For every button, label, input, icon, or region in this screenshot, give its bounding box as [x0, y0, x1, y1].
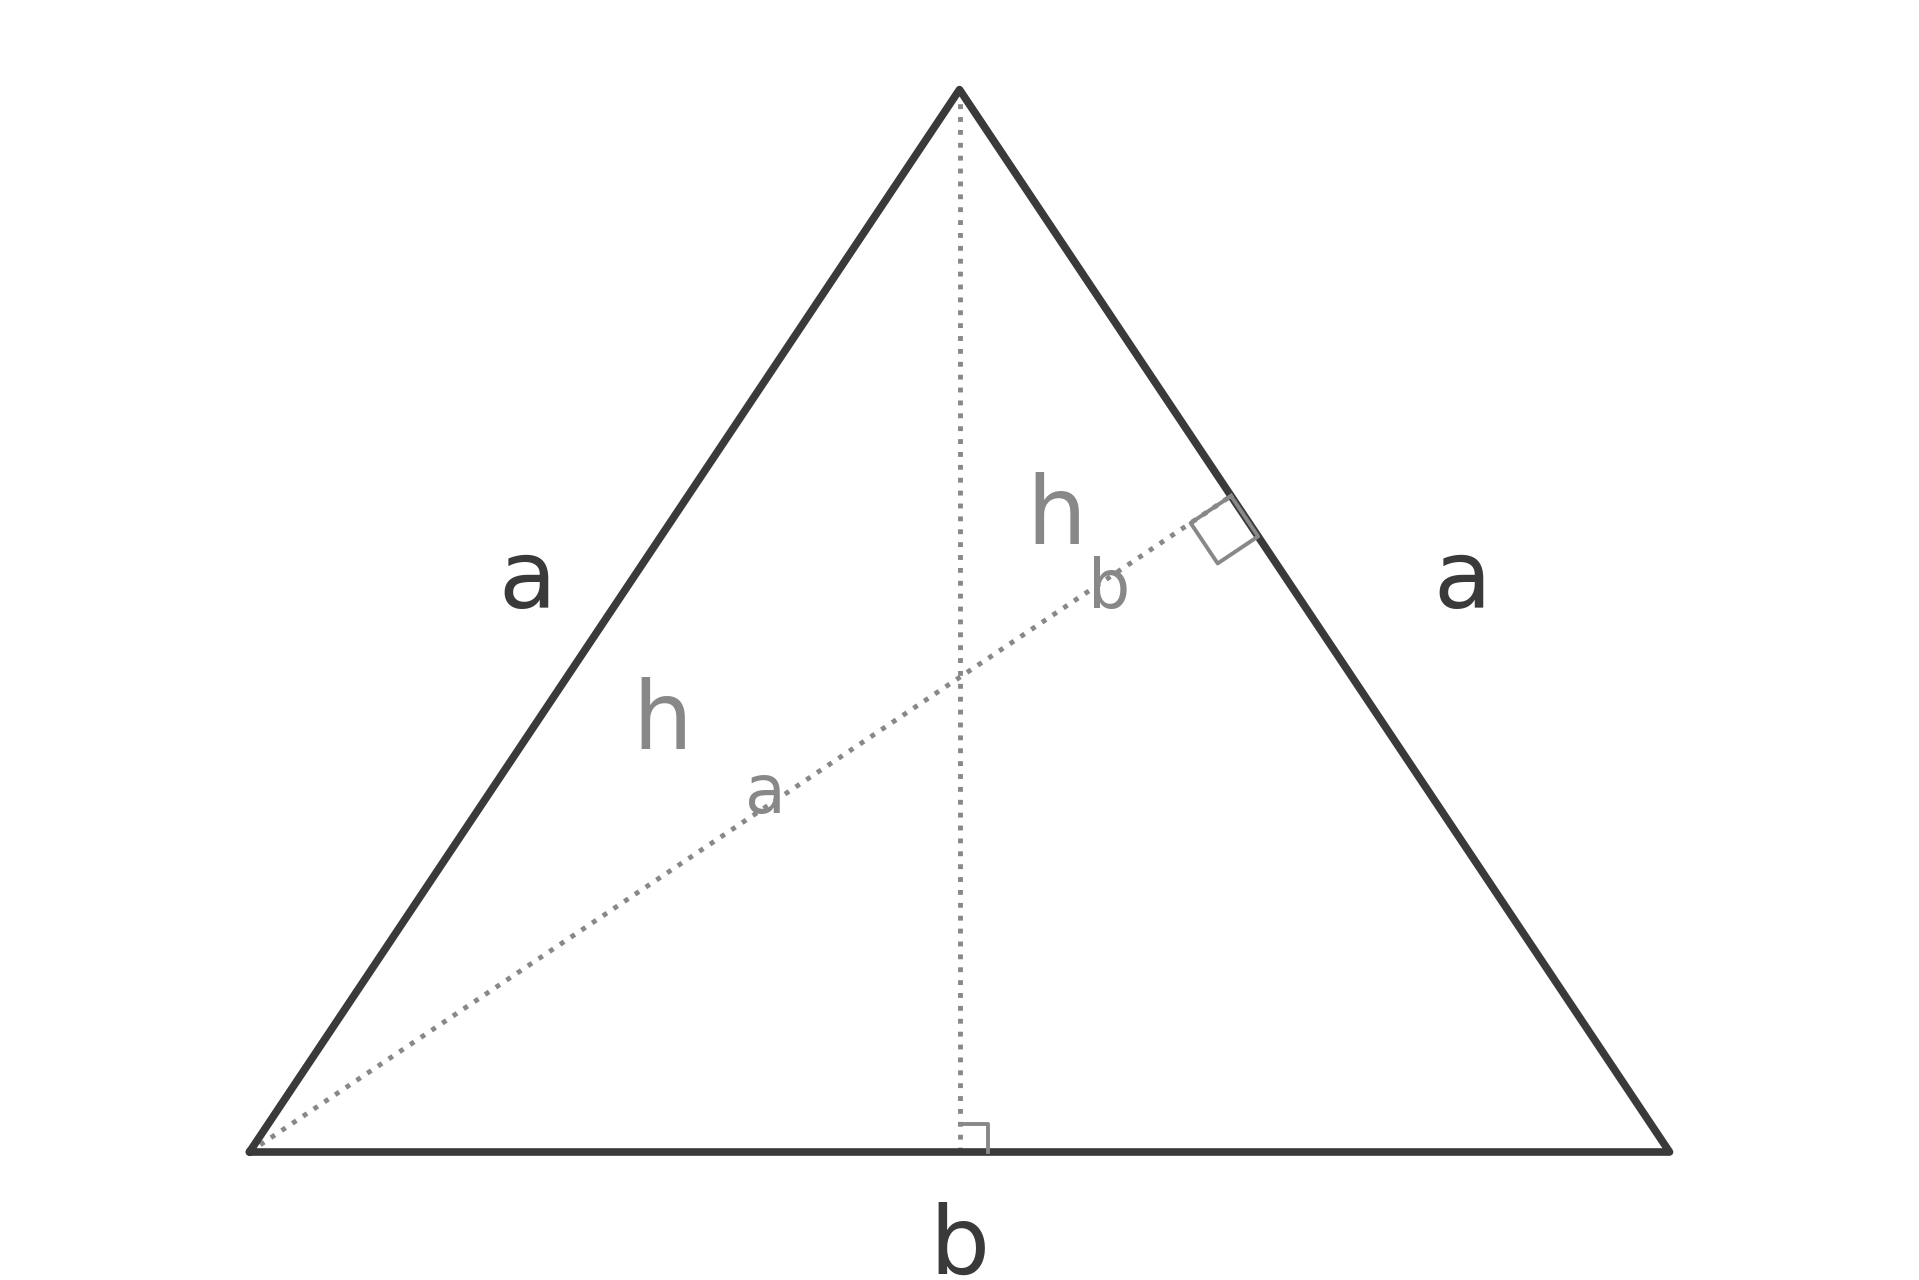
- Text: a: a: [745, 760, 787, 827]
- Text: h: h: [1027, 472, 1086, 564]
- Text: a: a: [1433, 536, 1491, 628]
- Text: b: b: [929, 1202, 990, 1280]
- Text: b: b: [1088, 556, 1130, 622]
- Text: h: h: [631, 677, 693, 769]
- Text: a: a: [499, 536, 557, 628]
